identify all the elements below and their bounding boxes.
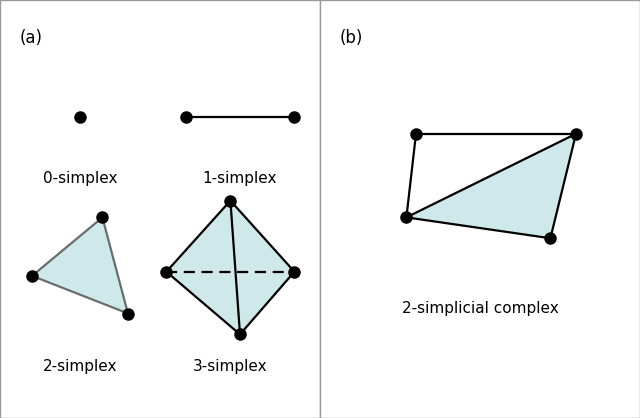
Text: 1-simplex: 1-simplex	[203, 171, 277, 186]
Polygon shape	[230, 201, 294, 334]
Text: 2-simplicial complex: 2-simplicial complex	[402, 301, 558, 316]
Polygon shape	[32, 217, 128, 314]
Text: 2-simplex: 2-simplex	[43, 359, 117, 375]
Text: 3-simplex: 3-simplex	[193, 359, 268, 375]
Text: (a): (a)	[19, 29, 42, 47]
Polygon shape	[406, 134, 576, 238]
Polygon shape	[166, 201, 240, 334]
Text: (b): (b)	[339, 29, 363, 47]
Text: 0-simplex: 0-simplex	[43, 171, 117, 186]
